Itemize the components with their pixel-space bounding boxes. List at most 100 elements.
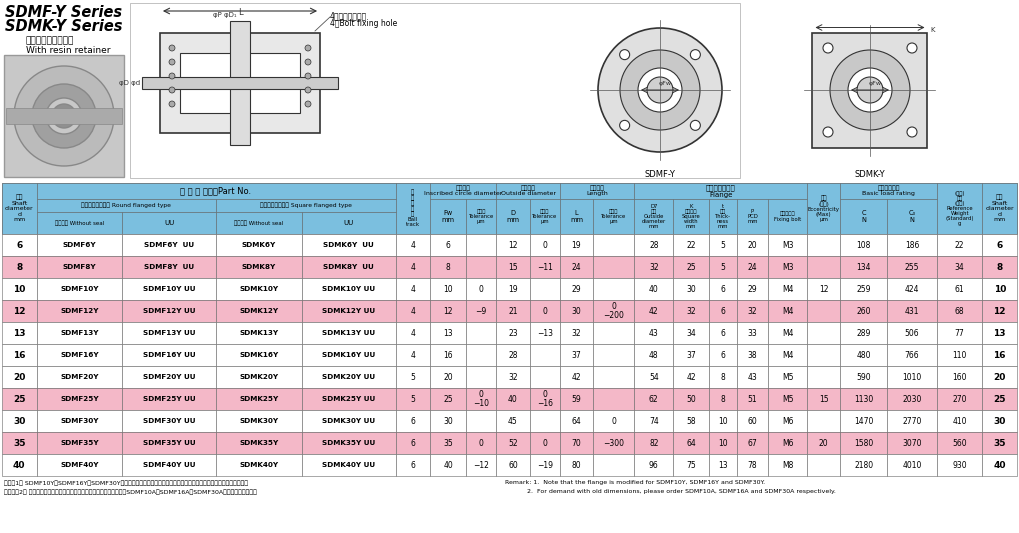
Bar [530,344,559,366]
Text: 2030: 2030 [903,394,922,403]
Bar [302,344,395,366]
Text: C
N: C N [861,210,866,223]
Bar [37,199,216,212]
Bar [841,366,888,388]
Text: 35: 35 [13,439,25,448]
Bar [936,366,982,388]
Bar [768,454,807,476]
Bar [674,366,709,388]
Bar [936,344,982,366]
Bar [37,322,122,344]
Bar [496,454,530,476]
Text: SDMF35Y UU: SDMF35Y UU [143,440,196,446]
Text: 28: 28 [508,351,518,359]
Text: 6: 6 [720,285,726,294]
Bar [302,256,395,278]
Bar [559,388,593,410]
Bar [37,234,122,256]
Bar [395,344,430,366]
Bar [496,388,530,410]
Text: 0
−16: 0 −16 [537,390,552,408]
Bar [37,344,122,366]
Text: オープン Without seal: オープン Without seal [55,220,104,226]
Circle shape [305,87,311,93]
Text: SDMK6Y: SDMK6Y [242,242,276,248]
Bar [709,366,737,388]
Text: 25: 25 [443,394,452,403]
Bar [674,278,709,300]
Bar [982,432,1017,454]
Bar [496,366,530,388]
Bar [593,234,635,256]
Text: P
PCD
mm: P PCD mm [747,209,758,224]
Bar [807,183,841,234]
Bar [395,322,430,344]
Bar [737,410,768,432]
Circle shape [907,127,917,137]
Bar [216,410,302,432]
Bar [530,322,559,344]
Text: SDMF8Y: SDMF8Y [62,264,96,270]
Text: D
mm: D mm [506,210,520,223]
Bar [635,322,674,344]
Bar [122,388,216,410]
Bar [395,454,430,476]
Bar [936,410,982,432]
Text: 10: 10 [718,416,728,425]
Bar [430,278,466,300]
Bar [530,388,559,410]
Bar [936,454,982,476]
Text: SDMK35Y: SDMK35Y [239,440,278,446]
Bar [496,199,530,234]
Bar [635,344,674,366]
Bar [807,388,841,410]
Text: 23: 23 [508,328,518,337]
Text: 32: 32 [508,373,518,382]
Text: 1580: 1580 [854,439,873,448]
Text: 20: 20 [994,373,1006,382]
Bar [841,234,888,256]
Text: 58: 58 [686,416,696,425]
Bar [2,410,37,432]
Text: 6: 6 [411,416,416,425]
Bar [674,234,709,256]
Text: 32: 32 [686,306,696,316]
Text: SDMK20Y UU: SDMK20Y UU [322,374,375,380]
Bar [593,432,635,454]
Text: 21: 21 [508,306,518,316]
Bar [122,366,216,388]
Text: 19: 19 [572,240,581,249]
Bar [302,212,395,234]
Circle shape [857,77,883,103]
Text: 30: 30 [443,416,452,425]
Bar [709,300,737,322]
Bar [768,256,807,278]
Bar [122,410,216,432]
Text: 8: 8 [445,262,450,271]
Text: 75: 75 [686,461,696,470]
Text: −19: −19 [537,461,552,470]
Circle shape [32,84,96,148]
Bar [768,432,807,454]
Bar [841,432,888,454]
Bar [395,366,430,388]
Bar [635,366,674,388]
Bar [230,21,250,145]
Bar [37,300,122,322]
Bar [709,432,737,454]
Text: −13: −13 [537,328,552,337]
Bar [302,432,395,454]
Bar [841,278,888,300]
Bar [466,278,496,300]
Bar [216,454,302,476]
Text: UU: UU [343,220,354,226]
Bar [888,234,936,256]
Text: −11: −11 [537,262,552,271]
Bar [2,388,37,410]
Bar [216,322,302,344]
Text: 10: 10 [994,285,1006,294]
Bar [37,454,122,476]
Bar [2,183,37,234]
Bar [982,234,1017,256]
Bar [530,256,559,278]
